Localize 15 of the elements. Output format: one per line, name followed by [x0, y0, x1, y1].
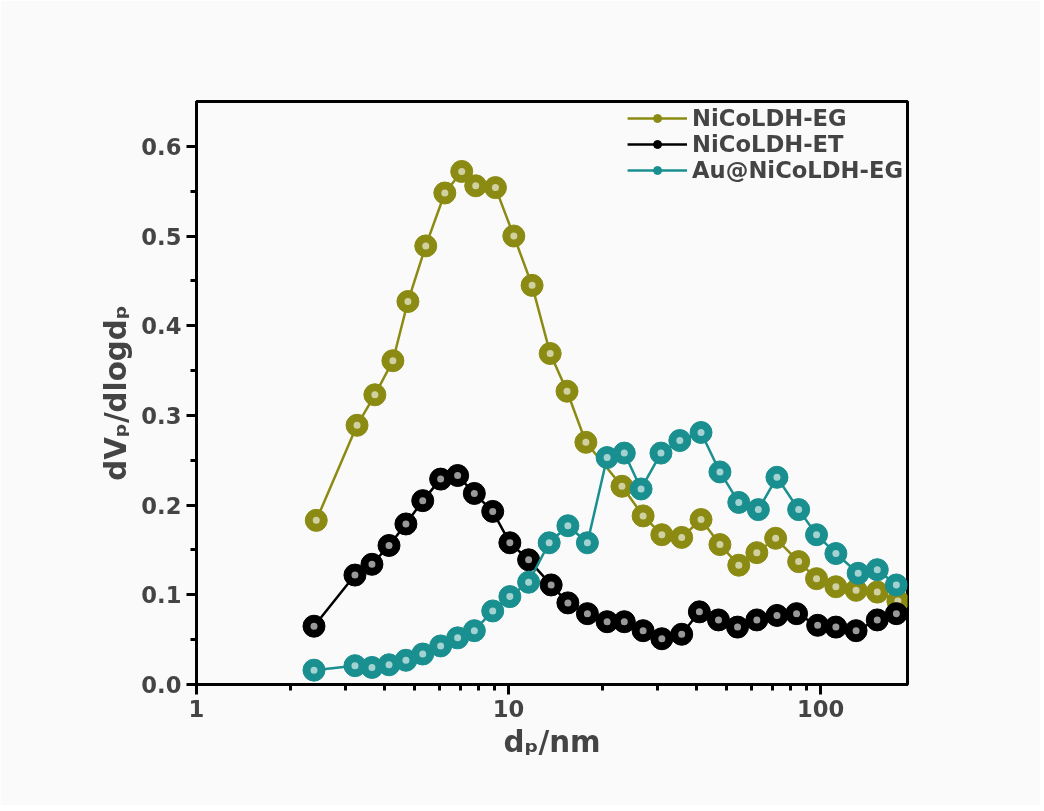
y-tick-label: 0.3 [141, 402, 182, 429]
x-tick-label: 100 [796, 695, 845, 722]
legend-label: NiCoLDH-ET [692, 131, 844, 157]
y-tick-label: 0.2 [141, 492, 182, 519]
y-axis-title: dVₚ/dlogdₚ [99, 305, 134, 481]
y-tick-label: 0.5 [141, 223, 182, 250]
y-tick-label: 0.0 [141, 672, 182, 698]
y-tick-label: 0.4 [141, 313, 182, 340]
legend-label: NiCoLDH-EG [692, 105, 847, 131]
y-tick-label: 0.1 [141, 582, 182, 609]
legend-label: Au@NiCoLDH-EG [692, 157, 903, 183]
x-tick-label: 1 [188, 695, 205, 722]
y-tick-label: 0.6 [141, 133, 182, 160]
x-tick-label: 10 [492, 695, 525, 722]
x-axis-title: dₚ/nm [503, 724, 601, 759]
